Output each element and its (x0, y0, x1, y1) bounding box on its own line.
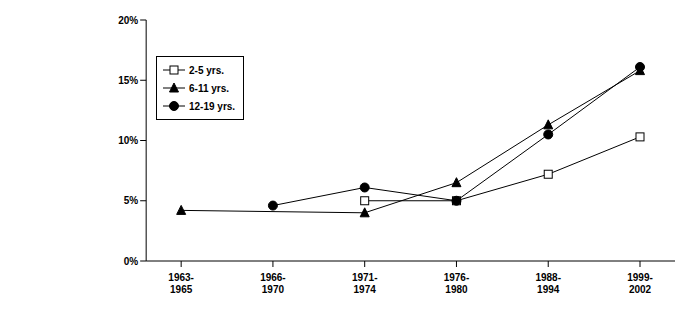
svg-text:1971-1974: 1971-1974 (352, 272, 378, 295)
svg-text:1966-1970: 1966-1970 (260, 272, 286, 295)
html-text:12-19 yrs.: 12-19 yrs. (189, 100, 236, 112)
svg-text:5%: 5% (124, 195, 139, 206)
svg-text:1988-1994: 1988-1994 (535, 272, 561, 295)
svg-text:0%: 0% (124, 256, 139, 267)
svg-text:15%: 15% (118, 75, 138, 86)
svg-text:10%: 10% (118, 135, 138, 146)
svg-text:1999-2002: 1999-2002 (627, 272, 653, 295)
svg-text:20%: 20% (118, 15, 138, 26)
html-text:2-5 yrs.: 2-5 yrs. (189, 64, 224, 76)
svg-text:1976-1980: 1976-1980 (444, 272, 470, 295)
svg-text:1963-1965: 1963-1965 (168, 272, 194, 295)
html-text:6-11 yrs.: 6-11 yrs. (189, 82, 229, 94)
